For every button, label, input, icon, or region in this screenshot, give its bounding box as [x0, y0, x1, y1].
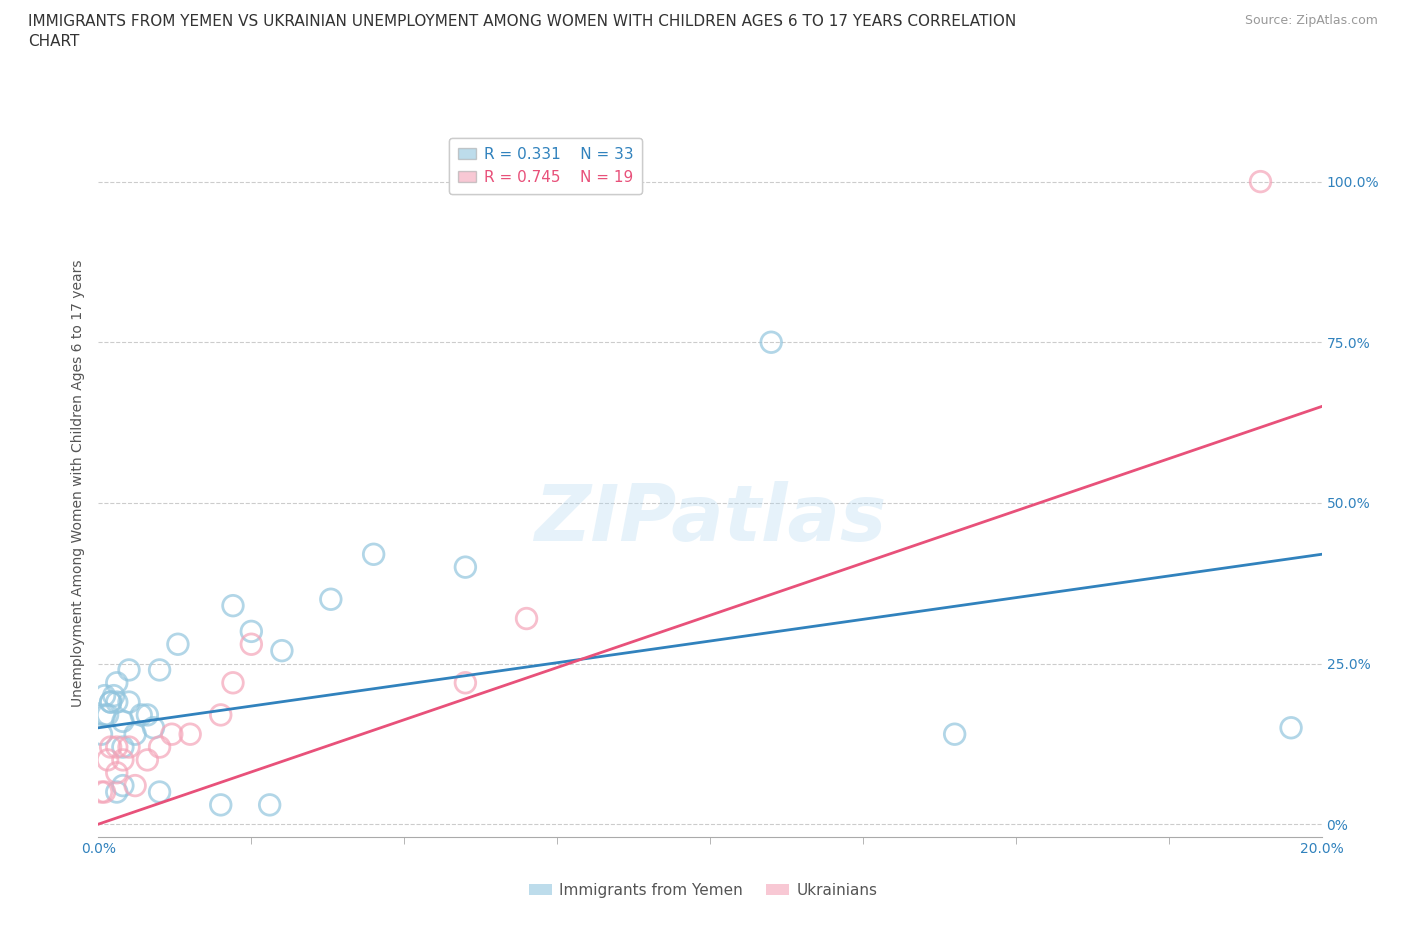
- Point: [222, 675, 245, 690]
- Point: [240, 637, 263, 652]
- Point: [209, 708, 232, 723]
- Point: [105, 739, 128, 754]
- Point: [97, 752, 120, 767]
- Point: [90, 726, 112, 741]
- Text: ZIPatlas: ZIPatlas: [534, 481, 886, 557]
- Text: IMMIGRANTS FROM YEMEN VS UKRAINIAN UNEMPLOYMENT AMONG WOMEN WITH CHILDREN AGES 6: IMMIGRANTS FROM YEMEN VS UKRAINIAN UNEMP…: [28, 14, 1017, 29]
- Point: [454, 675, 477, 690]
- Point: [167, 637, 190, 652]
- Point: [105, 785, 128, 800]
- Point: [100, 695, 122, 710]
- Point: [100, 695, 122, 710]
- Point: [1279, 721, 1302, 736]
- Point: [105, 675, 128, 690]
- Point: [160, 726, 183, 741]
- Point: [118, 662, 141, 677]
- Text: Source: ZipAtlas.com: Source: ZipAtlas.com: [1244, 14, 1378, 27]
- Point: [93, 708, 115, 723]
- Point: [363, 547, 385, 562]
- Text: CHART: CHART: [28, 34, 80, 49]
- Point: [136, 708, 159, 723]
- Y-axis label: Unemployment Among Women with Children Ages 6 to 17 years: Unemployment Among Women with Children A…: [72, 259, 86, 708]
- Point: [149, 662, 172, 677]
- Point: [90, 785, 112, 800]
- Legend: Immigrants from Yemen, Ukrainians: Immigrants from Yemen, Ukrainians: [523, 877, 883, 904]
- Point: [124, 726, 146, 741]
- Point: [93, 785, 115, 800]
- Point: [209, 797, 232, 812]
- Point: [179, 726, 201, 741]
- Point: [129, 708, 152, 723]
- Point: [454, 560, 477, 575]
- Point: [319, 591, 342, 606]
- Point: [97, 708, 120, 723]
- Point: [149, 785, 172, 800]
- Point: [111, 752, 134, 767]
- Point: [118, 739, 141, 754]
- Point: [149, 739, 172, 754]
- Point: [759, 335, 782, 350]
- Legend: R = 0.331    N = 33, R = 0.745    N = 19: R = 0.331 N = 33, R = 0.745 N = 19: [449, 138, 643, 193]
- Point: [105, 695, 128, 710]
- Point: [1249, 174, 1271, 189]
- Point: [111, 714, 134, 729]
- Point: [259, 797, 281, 812]
- Point: [93, 688, 115, 703]
- Point: [270, 644, 292, 658]
- Point: [111, 778, 134, 793]
- Point: [105, 765, 128, 780]
- Point: [124, 778, 146, 793]
- Point: [222, 598, 245, 613]
- Point: [100, 739, 122, 754]
- Point: [136, 752, 159, 767]
- Point: [118, 695, 141, 710]
- Point: [103, 688, 125, 703]
- Point: [943, 726, 966, 741]
- Point: [111, 739, 134, 754]
- Point: [240, 624, 263, 639]
- Point: [142, 721, 165, 736]
- Point: [516, 611, 538, 626]
